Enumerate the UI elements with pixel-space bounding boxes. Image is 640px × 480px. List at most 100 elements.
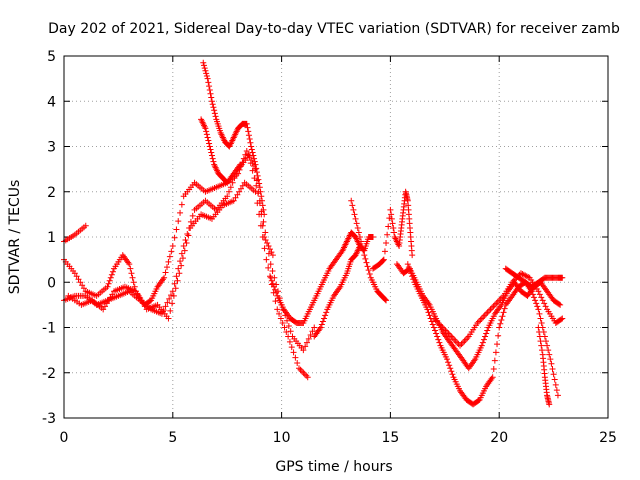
data-point xyxy=(279,319,286,326)
data-point xyxy=(127,265,134,272)
data-point xyxy=(432,327,439,334)
data-point xyxy=(173,226,180,233)
data-point xyxy=(177,209,184,216)
x-tick-label: 15 xyxy=(381,430,399,446)
data-point xyxy=(535,288,542,295)
data-point xyxy=(355,229,362,236)
data-point xyxy=(206,143,213,150)
data-point xyxy=(493,300,500,307)
data-point xyxy=(529,291,536,298)
data-point xyxy=(296,365,303,372)
data-point xyxy=(267,274,274,281)
data-point xyxy=(178,201,185,208)
data-point xyxy=(107,294,114,301)
series-track-k xyxy=(393,261,564,372)
data-point xyxy=(300,369,307,376)
data-point xyxy=(189,212,196,219)
series-track-f xyxy=(198,116,244,186)
data-point xyxy=(210,158,217,165)
data-point xyxy=(495,332,502,339)
data-point xyxy=(73,273,80,280)
data-point xyxy=(531,294,538,301)
data-point xyxy=(180,243,187,250)
data-point xyxy=(369,234,376,240)
y-tick-label: 1 xyxy=(47,230,56,246)
data-point xyxy=(130,279,137,286)
data-point xyxy=(252,188,259,195)
data-point xyxy=(433,330,440,337)
data-point xyxy=(140,300,147,307)
data-point xyxy=(488,304,495,311)
data-point xyxy=(261,245,268,252)
data-point xyxy=(532,297,539,304)
data-point xyxy=(446,362,453,369)
data-point xyxy=(265,243,272,250)
data-point xyxy=(483,330,490,337)
data-point xyxy=(545,347,552,354)
data-point xyxy=(478,315,485,322)
data-point xyxy=(384,231,391,238)
y-tick-label: -3 xyxy=(42,411,56,427)
data-point xyxy=(203,72,210,79)
data-point xyxy=(558,316,565,323)
data-point xyxy=(253,169,260,176)
y-tick-label: 2 xyxy=(47,185,56,201)
y-tick-label: 3 xyxy=(47,140,56,156)
x-tick-label: 0 xyxy=(60,430,69,446)
data-point xyxy=(323,309,330,316)
data-point xyxy=(464,335,471,342)
data-point xyxy=(302,343,309,350)
data-point xyxy=(243,148,250,155)
data-point xyxy=(350,206,357,213)
data-point xyxy=(226,188,233,195)
y-axis-label: SDTVAR / TECUs xyxy=(7,180,23,295)
data-point xyxy=(175,218,182,225)
data-point xyxy=(184,230,191,237)
series-track-e xyxy=(200,59,268,218)
data-point xyxy=(559,315,566,322)
data-point xyxy=(108,271,115,278)
data-point xyxy=(552,381,559,388)
data-point xyxy=(387,206,394,213)
data-point xyxy=(259,234,266,240)
data-point xyxy=(167,292,174,299)
data-point xyxy=(248,146,255,153)
data-point xyxy=(409,273,416,280)
data-point xyxy=(322,312,329,319)
data-point xyxy=(445,359,452,366)
data-point xyxy=(353,220,360,227)
data-point xyxy=(171,280,178,287)
data-point xyxy=(168,248,175,255)
data-point xyxy=(318,321,325,328)
data-point xyxy=(259,197,266,204)
data-point xyxy=(166,295,173,302)
data-point xyxy=(553,387,560,394)
data-point xyxy=(203,70,210,77)
data-point xyxy=(391,229,398,236)
data-point xyxy=(126,261,133,268)
data-point xyxy=(173,273,180,280)
data-point xyxy=(136,294,143,301)
data-point xyxy=(82,222,89,229)
data-point xyxy=(178,250,185,257)
data-point xyxy=(539,297,546,304)
data-point xyxy=(300,347,307,354)
data-point xyxy=(141,303,148,310)
data-point xyxy=(525,273,532,280)
data-point xyxy=(212,113,219,120)
data-point xyxy=(533,300,540,307)
data-point xyxy=(172,285,179,292)
data-point xyxy=(256,211,263,218)
data-point xyxy=(208,94,215,101)
data-point xyxy=(388,215,395,222)
data-point xyxy=(382,296,389,303)
data-point xyxy=(249,167,256,174)
data-point xyxy=(107,274,114,281)
data-point xyxy=(229,179,236,186)
data-point xyxy=(287,328,294,335)
data-point xyxy=(435,336,442,343)
data-point xyxy=(129,274,136,281)
data-point xyxy=(363,259,370,266)
x-axis-label: GPS time / hours xyxy=(275,459,392,475)
y-tick-label: -2 xyxy=(42,366,56,382)
